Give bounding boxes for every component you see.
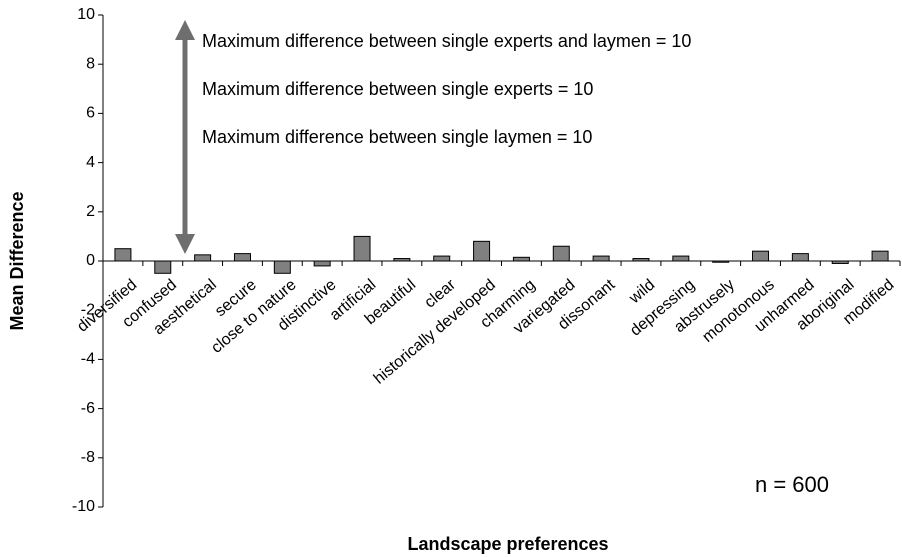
annotation: Maximum difference between single laymen… [202, 127, 592, 147]
y-tick-label: 0 [86, 252, 95, 269]
annotation: Maximum difference between single expert… [202, 31, 691, 51]
x-tick-label: wild [625, 276, 658, 307]
y-tick-label: -8 [81, 449, 95, 466]
bar [473, 240, 491, 262]
bar [393, 258, 411, 262]
x-axis-title: Landscape preferences [407, 534, 608, 554]
y-tick-label: -6 [81, 400, 95, 417]
y-axis-title: Mean Difference [7, 191, 27, 330]
bar [712, 260, 730, 263]
bar [672, 255, 690, 262]
bar [791, 253, 809, 262]
annotation: Maximum difference between single expert… [202, 79, 593, 99]
y-tick-label: -2 [81, 301, 95, 318]
bar [273, 260, 291, 274]
bar [512, 256, 530, 262]
bar [831, 260, 849, 264]
y-tick-label: 4 [86, 154, 95, 171]
bar [114, 248, 132, 262]
bar [433, 255, 451, 262]
y-tick-label: -4 [81, 351, 95, 368]
y-tick-label: 8 [86, 55, 95, 72]
bar [871, 250, 889, 262]
bar [592, 255, 610, 262]
y-tick-label: 10 [77, 6, 95, 23]
y-tick-label: 2 [86, 203, 95, 220]
bar [194, 254, 212, 262]
bar [632, 258, 650, 262]
bar [752, 250, 770, 262]
annotation: n = 600 [755, 472, 829, 497]
bar [154, 260, 172, 274]
y-tick-label: 6 [86, 105, 95, 122]
bar [313, 260, 331, 267]
bar [552, 245, 570, 262]
y-tick-label: -10 [72, 498, 95, 515]
bar [233, 253, 251, 262]
bar [353, 235, 371, 262]
